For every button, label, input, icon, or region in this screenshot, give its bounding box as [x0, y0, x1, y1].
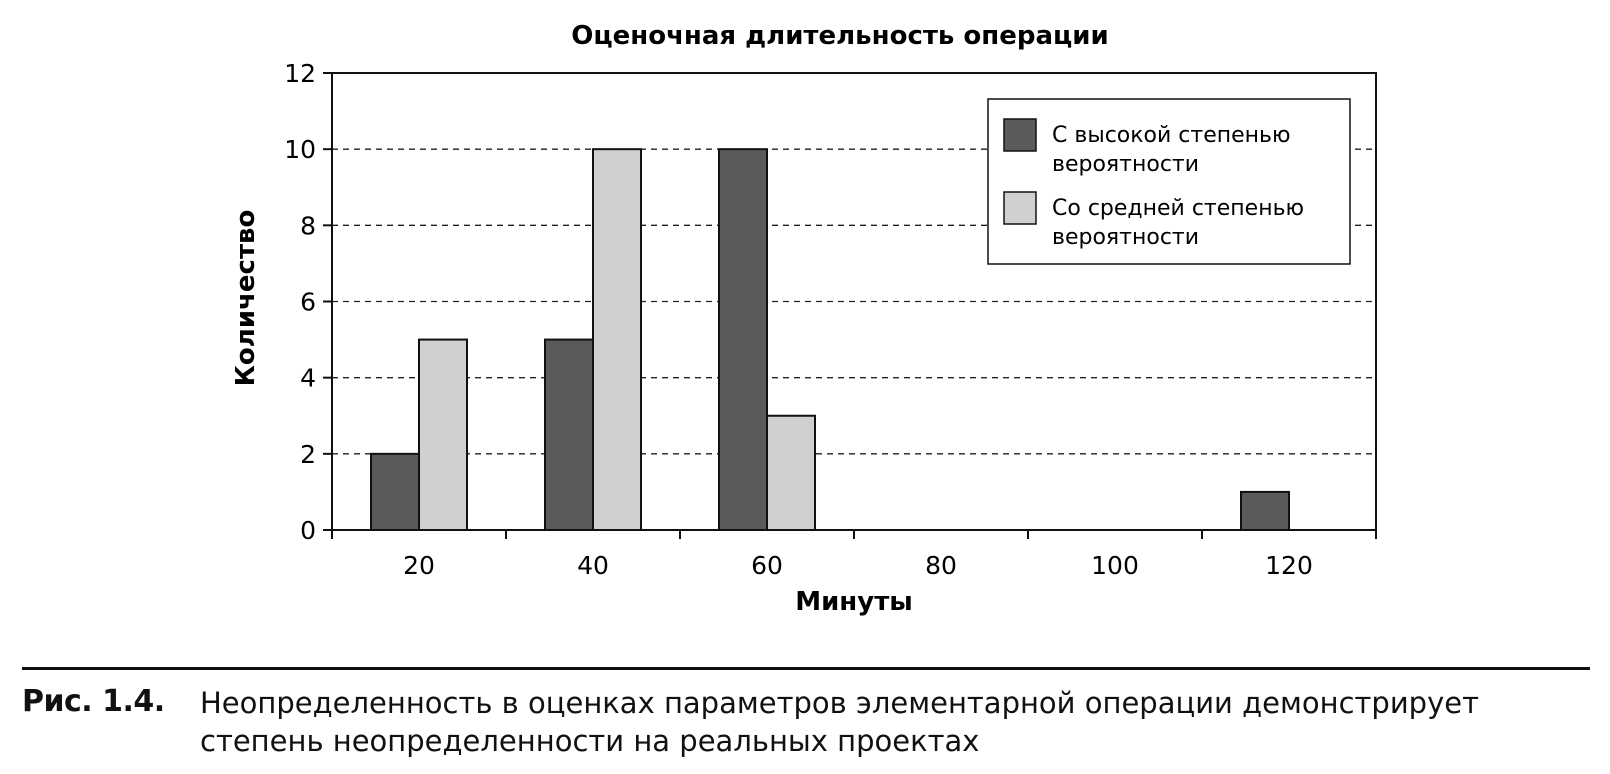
- caption-label: Рис. 1.4.: [22, 684, 165, 719]
- bar: [418, 338, 468, 532]
- x-tick-label: 100: [1091, 551, 1139, 580]
- x-tick-label: 40: [577, 551, 609, 580]
- bars: [370, 148, 1290, 532]
- legend-label-high-line1: С высокой степенью: [1052, 123, 1291, 148]
- bar: [766, 414, 816, 531]
- chart-title: Оценочная длительность операции: [571, 21, 1109, 51]
- x-tick-label: 60: [751, 551, 783, 580]
- x-tick-label: 120: [1265, 551, 1313, 580]
- legend-label-medium-line2: вероятности: [1052, 225, 1199, 250]
- legend-box: [987, 98, 1351, 265]
- x-tick-label: 80: [925, 551, 957, 580]
- legend-swatch-medium: [1003, 191, 1037, 225]
- bar: [1240, 490, 1290, 531]
- y-axis: 0 2 4 6 8 10 12: [284, 59, 332, 545]
- y-tick-label: 2: [300, 440, 316, 469]
- legend: С высокой степенью вероятности Со средне…: [987, 98, 1351, 265]
- y-tick-label: 4: [300, 364, 316, 393]
- bar-chart: Оценочная длительность операции 0 2 4 6 8 10 1…: [231, 21, 1377, 617]
- y-tick-label: 0: [300, 516, 316, 545]
- y-tick-label: 10: [284, 135, 316, 164]
- x-axis: 20 40 60 80 100 120: [331, 530, 1377, 580]
- x-axis-label: Минуты: [795, 587, 913, 617]
- y-tick-label: 12: [284, 59, 316, 88]
- legend-swatch-high: [1003, 118, 1037, 152]
- bar: [592, 148, 642, 532]
- bar: [718, 148, 768, 532]
- caption-text: Неопределенность в оценках параметров эл…: [200, 686, 1479, 758]
- legend-label-medium-line1: Со средней степенью: [1052, 196, 1304, 221]
- bar: [370, 452, 420, 532]
- y-tick-label: 8: [300, 211, 316, 240]
- bar: [544, 338, 594, 532]
- x-tick-label: 20: [403, 551, 435, 580]
- y-tick-label: 6: [300, 288, 316, 317]
- caption-divider: [22, 667, 1590, 670]
- legend-label-high-line2: вероятности: [1052, 152, 1199, 177]
- y-axis-label: Количество: [231, 210, 261, 387]
